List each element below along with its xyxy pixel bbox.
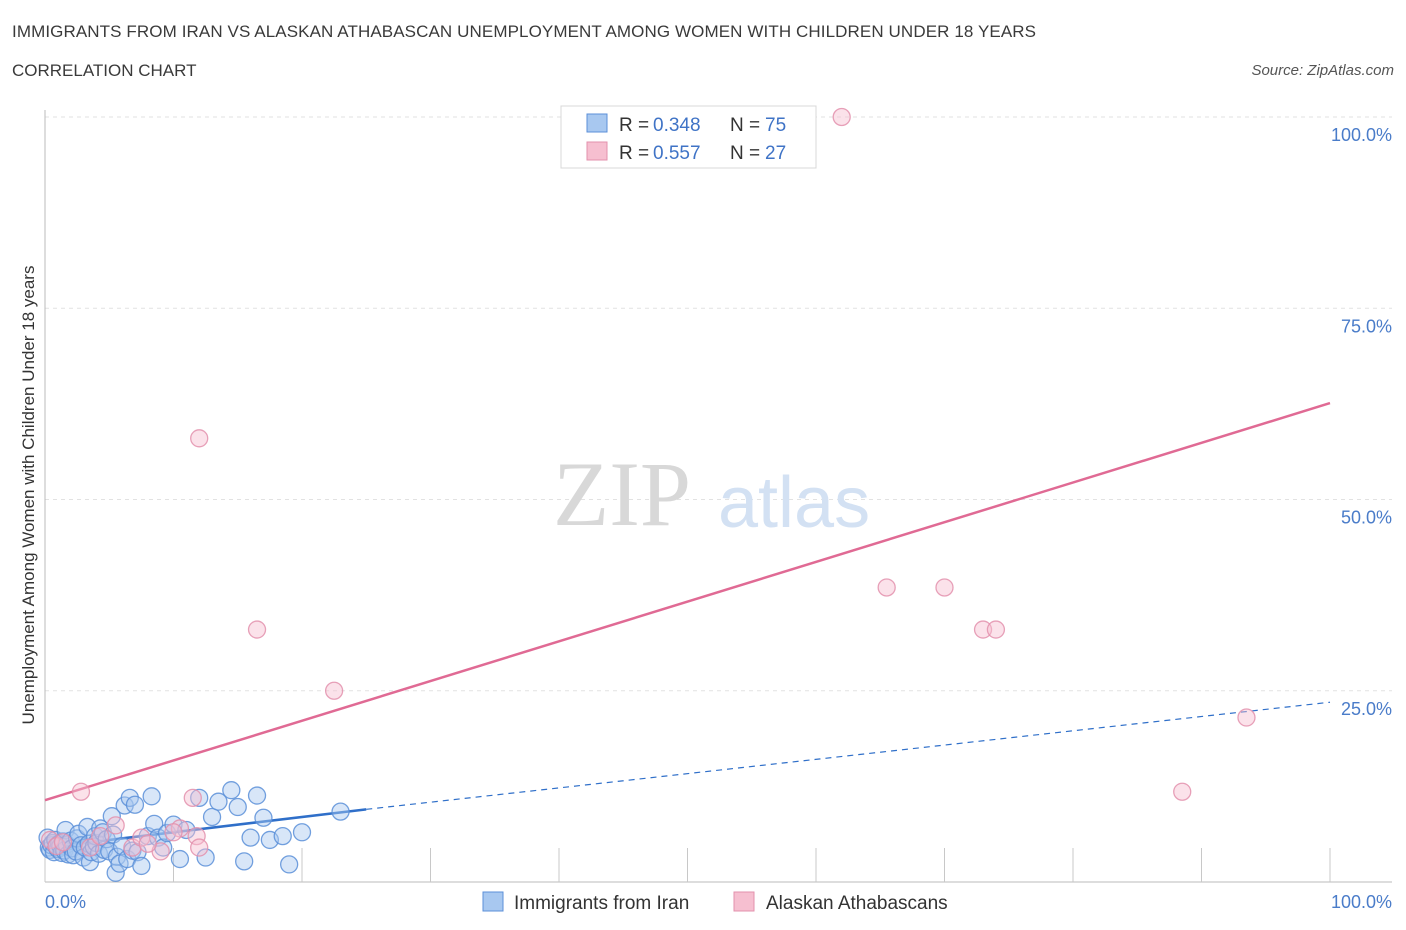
y-axis-label: Unemployment Among Women with Children U… (19, 266, 38, 725)
point-alaskan-athabascans-13 (190, 838, 209, 857)
legend-swatch-pink (586, 141, 608, 161)
legend-swatch-blue (586, 113, 608, 133)
bottom-legend-swatch-pink (733, 891, 755, 912)
point-immigrants-iran-66 (228, 797, 247, 817)
chart-title: IMMIGRANTS FROM IRAN VS ALASKAN ATHABASC… (12, 22, 1037, 41)
data-points (38, 107, 1256, 882)
point-alaskan-athabascans-16 (324, 681, 344, 700)
point-alaskan-athabascans-14 (190, 429, 209, 448)
point-alaskan-athabascans-2 (53, 833, 73, 852)
point-immigrants-iran-67 (235, 852, 254, 871)
legend-r-label-1: R = (619, 115, 649, 136)
point-alaskan-athabascans-12 (187, 826, 206, 846)
point-immigrants-iran-51 (132, 856, 151, 876)
point-immigrants-iran-53 (142, 787, 161, 806)
legend-n-value-1: 75 (765, 115, 786, 136)
point-immigrants-iran-64 (209, 792, 228, 811)
point-alaskan-athabascans-3 (71, 782, 91, 801)
legend-r-label-2: R = (619, 143, 649, 164)
point-immigrants-iran-49 (125, 795, 145, 814)
point-immigrants-iran-65 (222, 781, 241, 800)
legend-n-value-2: 27 (765, 143, 786, 164)
grid-lines (45, 116, 1392, 692)
point-alaskan-athabascans-18 (832, 107, 851, 127)
point-alaskan-athabascans-15 (247, 620, 267, 639)
point-alaskan-athabascans-25 (164, 823, 183, 842)
point-alaskan-athabascans-11 (183, 788, 202, 807)
point-alaskan-athabascans-24 (1237, 708, 1256, 727)
point-alaskan-athabascans-20 (935, 578, 954, 597)
bottom-legend-label-pink: Alaskan Athabascans (766, 893, 948, 914)
point-immigrants-iran-70 (254, 808, 273, 827)
chart-subtitle: CORRELATION CHART (12, 61, 197, 80)
point-alaskan-athabascans-21 (973, 620, 993, 639)
legend-n-label-1: N = (730, 115, 760, 136)
point-immigrants-iran-72 (273, 826, 292, 846)
point-immigrants-iran-39 (102, 807, 121, 826)
point-immigrants-iran-61 (190, 788, 209, 807)
point-immigrants-iran-54 (145, 814, 164, 834)
legend-r-value-1: 0.348 (653, 115, 701, 136)
watermark-zip: ZIP (553, 443, 691, 545)
legend-n-label-2: N = (730, 143, 760, 164)
point-immigrants-iran-75 (279, 855, 299, 874)
y-tick-label-2: 75.0% (1341, 316, 1392, 336)
point-alaskan-athabascans-22 (986, 620, 1006, 639)
bottom-legend-swatch-blue (482, 891, 504, 912)
bottom-legend-label-blue: Immigrants from Iran (514, 893, 689, 914)
point-immigrants-iran-68 (241, 828, 260, 847)
legend-r-value-2: 0.557 (653, 143, 701, 164)
trend-line-alaskan-athabascans (44, 401, 1331, 802)
point-immigrants-iran-59 (170, 849, 190, 869)
point-immigrants-iran-73 (292, 823, 312, 842)
trend-line-immigrants-iran-extension (366, 701, 1331, 810)
y-tick-labels: 25.0% 50.0% 75.0% 100.0% (1331, 125, 1392, 719)
bottom-legend: Immigrants from Iran Alaskan Athabascans (482, 891, 948, 914)
point-alaskan-athabascans-26 (138, 834, 157, 853)
x-tick-label-min: 0.0% (45, 892, 86, 912)
x-tick-label-max: 100.0% (1331, 892, 1392, 912)
watermark-atlas: atlas (718, 463, 870, 543)
point-immigrants-iran-63 (202, 807, 222, 827)
point-alaskan-athabascans-23 (1173, 782, 1192, 801)
y-tick-label-3: 100.0% (1331, 125, 1392, 145)
source-credit: Source: ZipAtlas.com (1251, 62, 1394, 79)
top-legend: R = 0.348 N = 75 R = 0.557 N = 27 (560, 105, 817, 169)
point-alaskan-athabascans-6 (106, 816, 125, 835)
point-alaskan-athabascans-5 (91, 826, 110, 846)
point-immigrants-iran-62 (196, 848, 215, 867)
point-immigrants-iran-69 (247, 786, 267, 805)
point-immigrants-iran-74 (331, 802, 350, 821)
point-alaskan-athabascans-4 (80, 838, 100, 857)
point-immigrants-iran-41 (106, 863, 125, 882)
y-tick-label-0: 25.0% (1341, 699, 1392, 719)
y-tick-label-1: 50.0% (1341, 508, 1392, 528)
point-alaskan-athabascans-19 (877, 578, 896, 597)
